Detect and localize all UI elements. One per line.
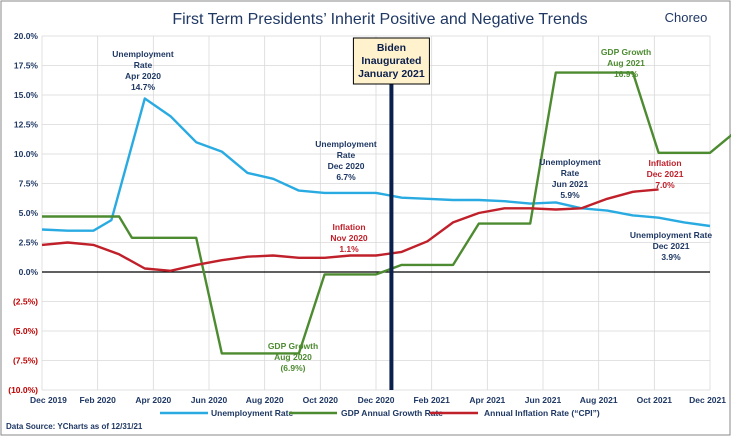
y-tick-label: (5.0%) [13, 326, 38, 336]
annotation-text: Unemployment [112, 49, 174, 59]
inflation-rate-line [41, 188, 659, 272]
chart-title: First Term Presidents’ Inherit Positive … [172, 11, 587, 28]
annotation-text: 16.9% [614, 69, 639, 79]
y-tick-label: 2.5% [19, 238, 39, 248]
annotation-text: Inflation [648, 158, 681, 168]
annotation-text: GDP Growth [268, 341, 318, 351]
x-tick-label: Oct 2020 [303, 395, 339, 405]
annotation-text: 5.9% [560, 190, 580, 200]
annotation-text: Rate [134, 60, 153, 70]
inauguration-box [352, 37, 430, 85]
annotation-text: Rate [337, 150, 356, 160]
annotation-text: GDP Growth [601, 47, 651, 57]
data-source-note: Data Source: YCharts as of 12/31/21 [6, 422, 143, 431]
y-tick-label: 20.0% [14, 31, 39, 41]
x-tick-label: Apr 2021 [469, 395, 505, 405]
x-tick-label: Apr 2020 [135, 395, 171, 405]
annotation-text: 3.9% [661, 252, 681, 262]
x-tick-label: Aug 2020 [246, 395, 284, 405]
annotation-text: Inflation [332, 222, 365, 232]
x-axis-labels: Dec 2019 Feb 2020 Apr 2020 Jun 2020 Aug 2020… [30, 395, 726, 405]
inauguration-label: Inaugurated [361, 55, 421, 67]
annotation-text: 7.0% [655, 180, 675, 190]
inauguration-label: Biden [377, 42, 406, 54]
brand-logo: Choreo [665, 10, 708, 25]
annotation-text: Jun 2021 [552, 179, 589, 189]
annotation-text: (6.9%) [280, 363, 305, 373]
annotation-text: Aug 2021 [607, 58, 645, 68]
inauguration-label: January 2021 [358, 68, 425, 80]
x-tick-label: Dec 2020 [358, 395, 395, 405]
y-tick-label: (10.0%) [8, 385, 38, 395]
x-tick-label: Feb 2021 [413, 395, 450, 405]
y-tick-label: 7.5% [19, 179, 39, 189]
annotation-text: Nov 2020 [330, 233, 368, 243]
y-tick-label: (2.5%) [13, 297, 38, 307]
y-tick-label: 10.0% [14, 149, 39, 159]
annotation-text: Apr 2020 [125, 71, 161, 81]
x-tick-label: Dec 2021 [689, 395, 726, 405]
y-axis-labels: 20.0% 17.5% 15.0% 12.5% 10.0% 7.5% 5.0% 2.5% 0.0… [8, 31, 38, 395]
gdp-growth-line [42, 71, 731, 355]
annotation-text: 14.7% [131, 82, 156, 92]
annotation-text: Unemployment [315, 139, 377, 149]
annotation-text: 1.1% [339, 244, 359, 254]
x-tick-label: Jun 2020 [191, 395, 228, 405]
y-tick-label: 17.5% [14, 61, 39, 71]
annotation-text: Unemployment Rate [630, 230, 712, 240]
annotation-text: 6.7% [336, 172, 356, 182]
legend-label: Annual Inflation Rate (“CPI”) [484, 408, 600, 418]
y-tick-label: 12.5% [14, 120, 39, 130]
annotation-text: Dec 2021 [647, 169, 684, 179]
y-tick-label: 5.0% [19, 208, 39, 218]
legend-label: Unemployment Rate [211, 408, 293, 418]
annotation-text: Aug 2020 [274, 352, 312, 362]
annotation-text: Dec 2021 [653, 241, 690, 251]
annotation-text: Rate [561, 168, 580, 178]
legend: Unemployment Rate GDP Annual Growth Rate A… [160, 408, 600, 418]
series-lines [41, 71, 731, 355]
x-tick-label: Oct 2021 [637, 395, 673, 405]
annotation-text: Unemployment [539, 157, 601, 167]
x-tick-label: Aug 2021 [580, 395, 618, 405]
annotation-text: Dec 2020 [328, 161, 365, 171]
legend-label: GDP Annual Growth Rate [341, 408, 443, 418]
x-tick-label: Dec 2019 [30, 395, 67, 405]
y-tick-label: 0.0% [19, 267, 39, 277]
x-tick-label: Feb 2020 [79, 395, 116, 405]
unemployment-rate-line [41, 97, 711, 232]
x-tick-label: Jun 2021 [525, 395, 562, 405]
y-tick-label: (7.5%) [13, 356, 38, 366]
y-tick-label: 15.0% [14, 90, 39, 100]
